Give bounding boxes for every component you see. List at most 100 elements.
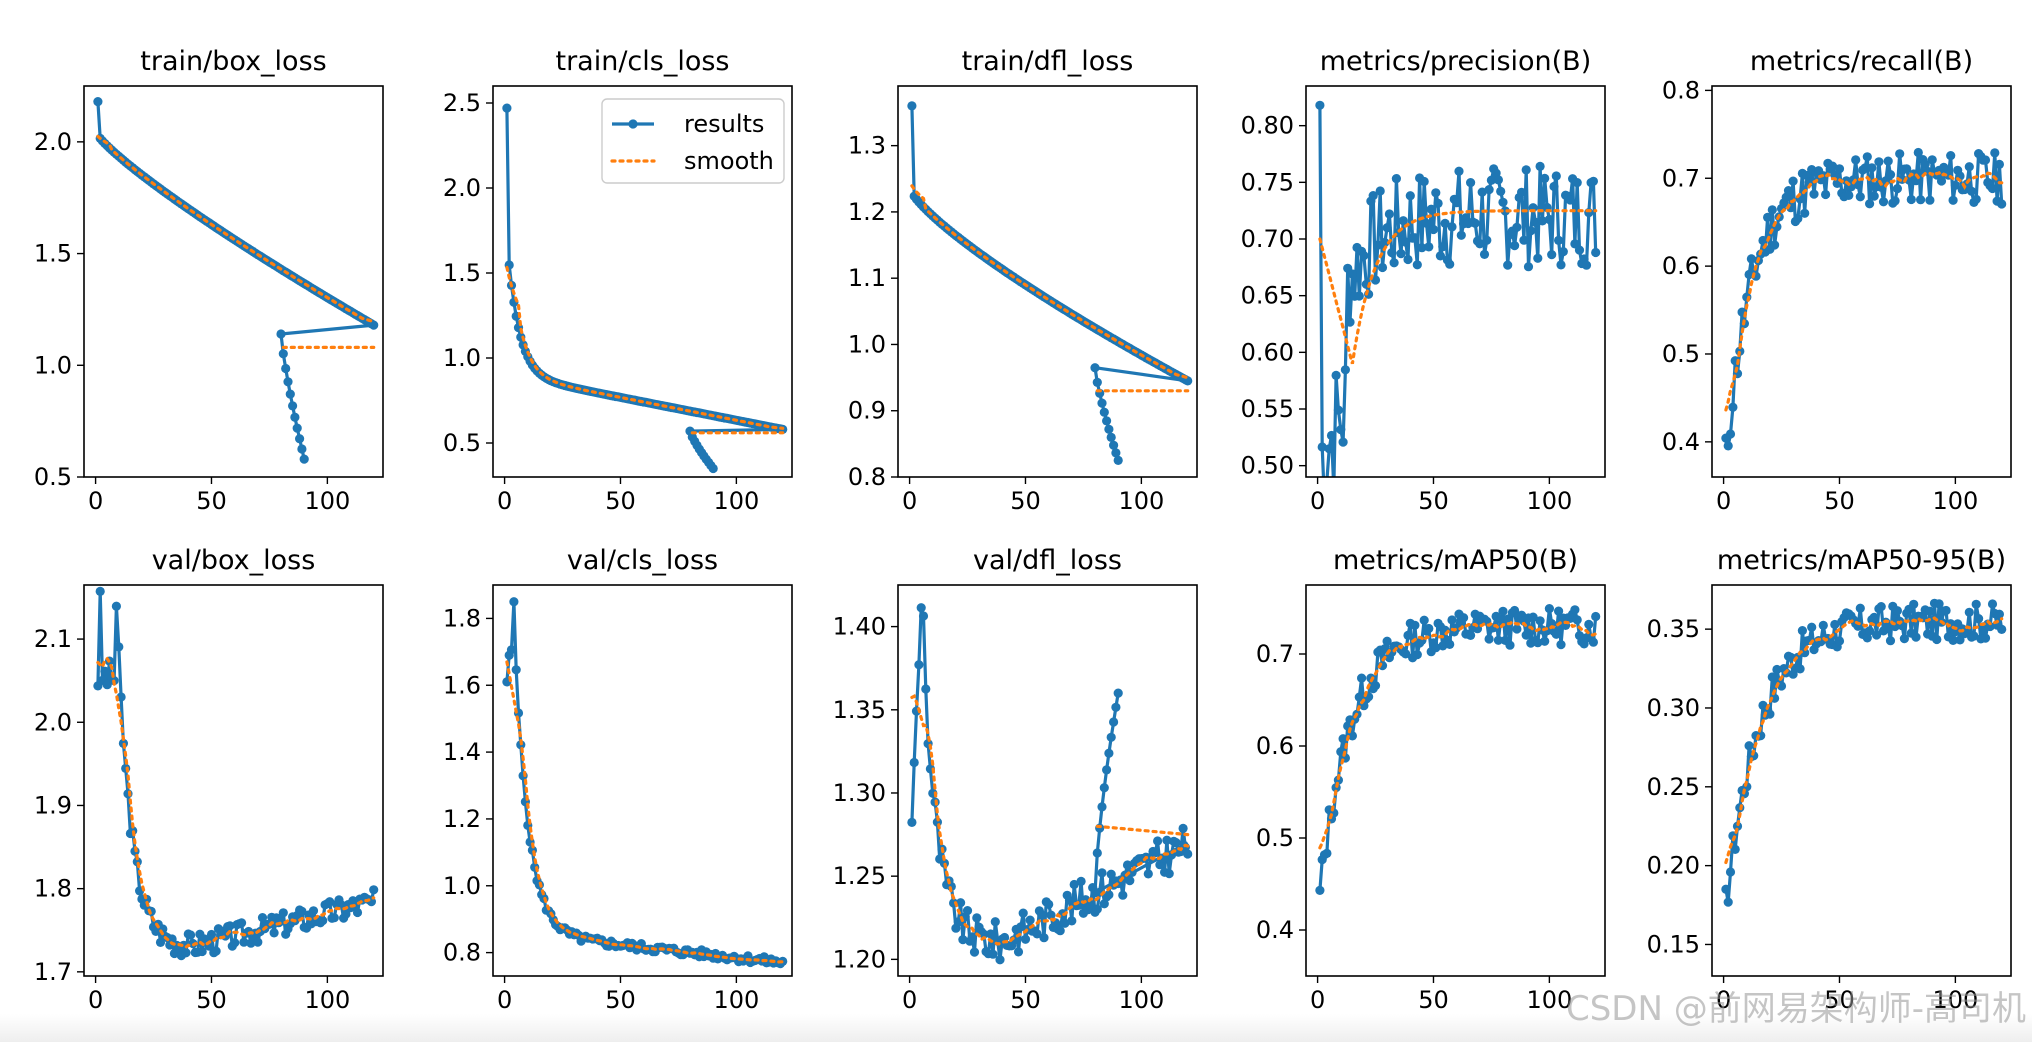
y-tick-label: 0.30 [1647, 694, 1700, 722]
results-point [1431, 643, 1441, 653]
results-point [1523, 262, 1534, 272]
y-tick-label: 1.0 [34, 351, 72, 379]
results-point [918, 611, 929, 621]
x-tick-label: 0 [1716, 487, 1731, 515]
y-tick-label: 0.5 [34, 463, 72, 491]
results-point [1340, 365, 1350, 375]
results-point [1500, 206, 1510, 216]
chart-title: metrics/mAP50-95(B) [1717, 545, 2006, 576]
results-point [1466, 630, 1476, 641]
results-point [253, 937, 263, 947]
results-point [1767, 672, 1777, 682]
results-point [1338, 437, 1348, 447]
results-point [1347, 731, 1357, 741]
results-point [297, 906, 307, 916]
results-point [369, 320, 379, 330]
smooth-line [505, 660, 785, 964]
results-point [1102, 416, 1112, 426]
results-point [1869, 612, 1879, 623]
y-tick-label: 0.15 [1647, 930, 1700, 958]
results-point [1099, 899, 1109, 909]
results-point [1347, 269, 1357, 279]
plot-area [1315, 604, 1601, 896]
results-point [1862, 152, 1872, 162]
results-point [921, 684, 931, 694]
results-point [285, 389, 295, 399]
results-point [1498, 197, 1508, 207]
results-point [1466, 178, 1476, 188]
results-point [1484, 634, 1494, 644]
y-tick-label: 0.25 [1647, 773, 1700, 801]
bottom-fade [0, 1014, 2032, 1042]
results-point [1357, 673, 1367, 683]
results-point [1980, 155, 1991, 165]
chart-panel: 0 50 100 0.4 0.5 0.6 0.7 metrics/mAP50(B) [1256, 545, 1606, 1014]
results-point [1452, 198, 1462, 208]
results-point [1373, 240, 1383, 250]
results-point [1955, 635, 1965, 645]
results-point [988, 949, 998, 959]
results-point [1946, 151, 1956, 161]
results-point [1967, 186, 1977, 196]
results-point [1591, 611, 1601, 622]
results-point [352, 907, 363, 918]
results-point [1484, 185, 1494, 195]
x-tick-label: 100 [713, 487, 759, 515]
results-point [295, 434, 305, 444]
y-tick-label: 0.50 [1241, 452, 1294, 480]
x-tick-label: 50 [605, 986, 636, 1014]
results-point [1104, 748, 1114, 758]
results-point [1097, 802, 1107, 812]
y-tick-label: 1.5 [443, 259, 481, 287]
axes-frame [492, 584, 793, 977]
results-point [1795, 664, 1805, 674]
results-point [1403, 630, 1413, 641]
results-point [1533, 638, 1543, 648]
results-point [1069, 879, 1079, 890]
plot-area [502, 597, 788, 969]
results-point [502, 103, 512, 113]
y-tick-label: 1.25 [833, 862, 886, 890]
results-point [1440, 218, 1450, 228]
results-point [1916, 195, 1926, 205]
y-tick-label: 0.55 [1241, 395, 1294, 423]
results-point [1375, 186, 1385, 196]
results-point [93, 97, 103, 107]
results-point [1178, 823, 1188, 834]
results-point [151, 926, 161, 937]
y-tick-label: 0.5 [443, 429, 481, 457]
results-point [1744, 741, 1754, 751]
results-point [1721, 884, 1731, 894]
results-point [1869, 191, 1879, 201]
results-point [1122, 860, 1133, 870]
results-point [1855, 603, 1865, 613]
results-point [288, 401, 298, 411]
results-point [1493, 175, 1503, 185]
chart-title: train/dfl_loss [962, 46, 1134, 77]
results-point [1767, 205, 1777, 215]
results-point [1454, 166, 1464, 176]
results-line [1724, 601, 2004, 904]
results-point [1102, 765, 1112, 775]
results-point [1171, 838, 1181, 848]
results-point [1862, 633, 1872, 643]
chart-panel: 0 50 100 0.8 0.9 1.0 1.1 1.2 1.3 train/dfl_loss [848, 46, 1198, 515]
y-tick-label: 2.0 [443, 174, 481, 202]
results-point [1876, 182, 1886, 192]
results-point [369, 885, 379, 895]
results-point [1997, 199, 2007, 209]
results-point [1551, 629, 1561, 639]
y-tick-label: 0.70 [1241, 225, 1294, 253]
results-point [197, 946, 207, 957]
results-point [230, 938, 240, 948]
results-point [1521, 630, 1531, 640]
y-tick-label: 0.7 [1256, 640, 1294, 668]
results-point [1183, 849, 1193, 859]
x-tick-label: 50 [196, 986, 227, 1014]
y-tick-label: 0.8 [1662, 76, 1700, 104]
plot-area [1315, 100, 1601, 477]
results-point [1971, 599, 1981, 609]
x-tick-label: 100 [713, 986, 759, 1014]
results-point [299, 454, 309, 464]
y-tick-label: 1.20 [833, 945, 886, 973]
